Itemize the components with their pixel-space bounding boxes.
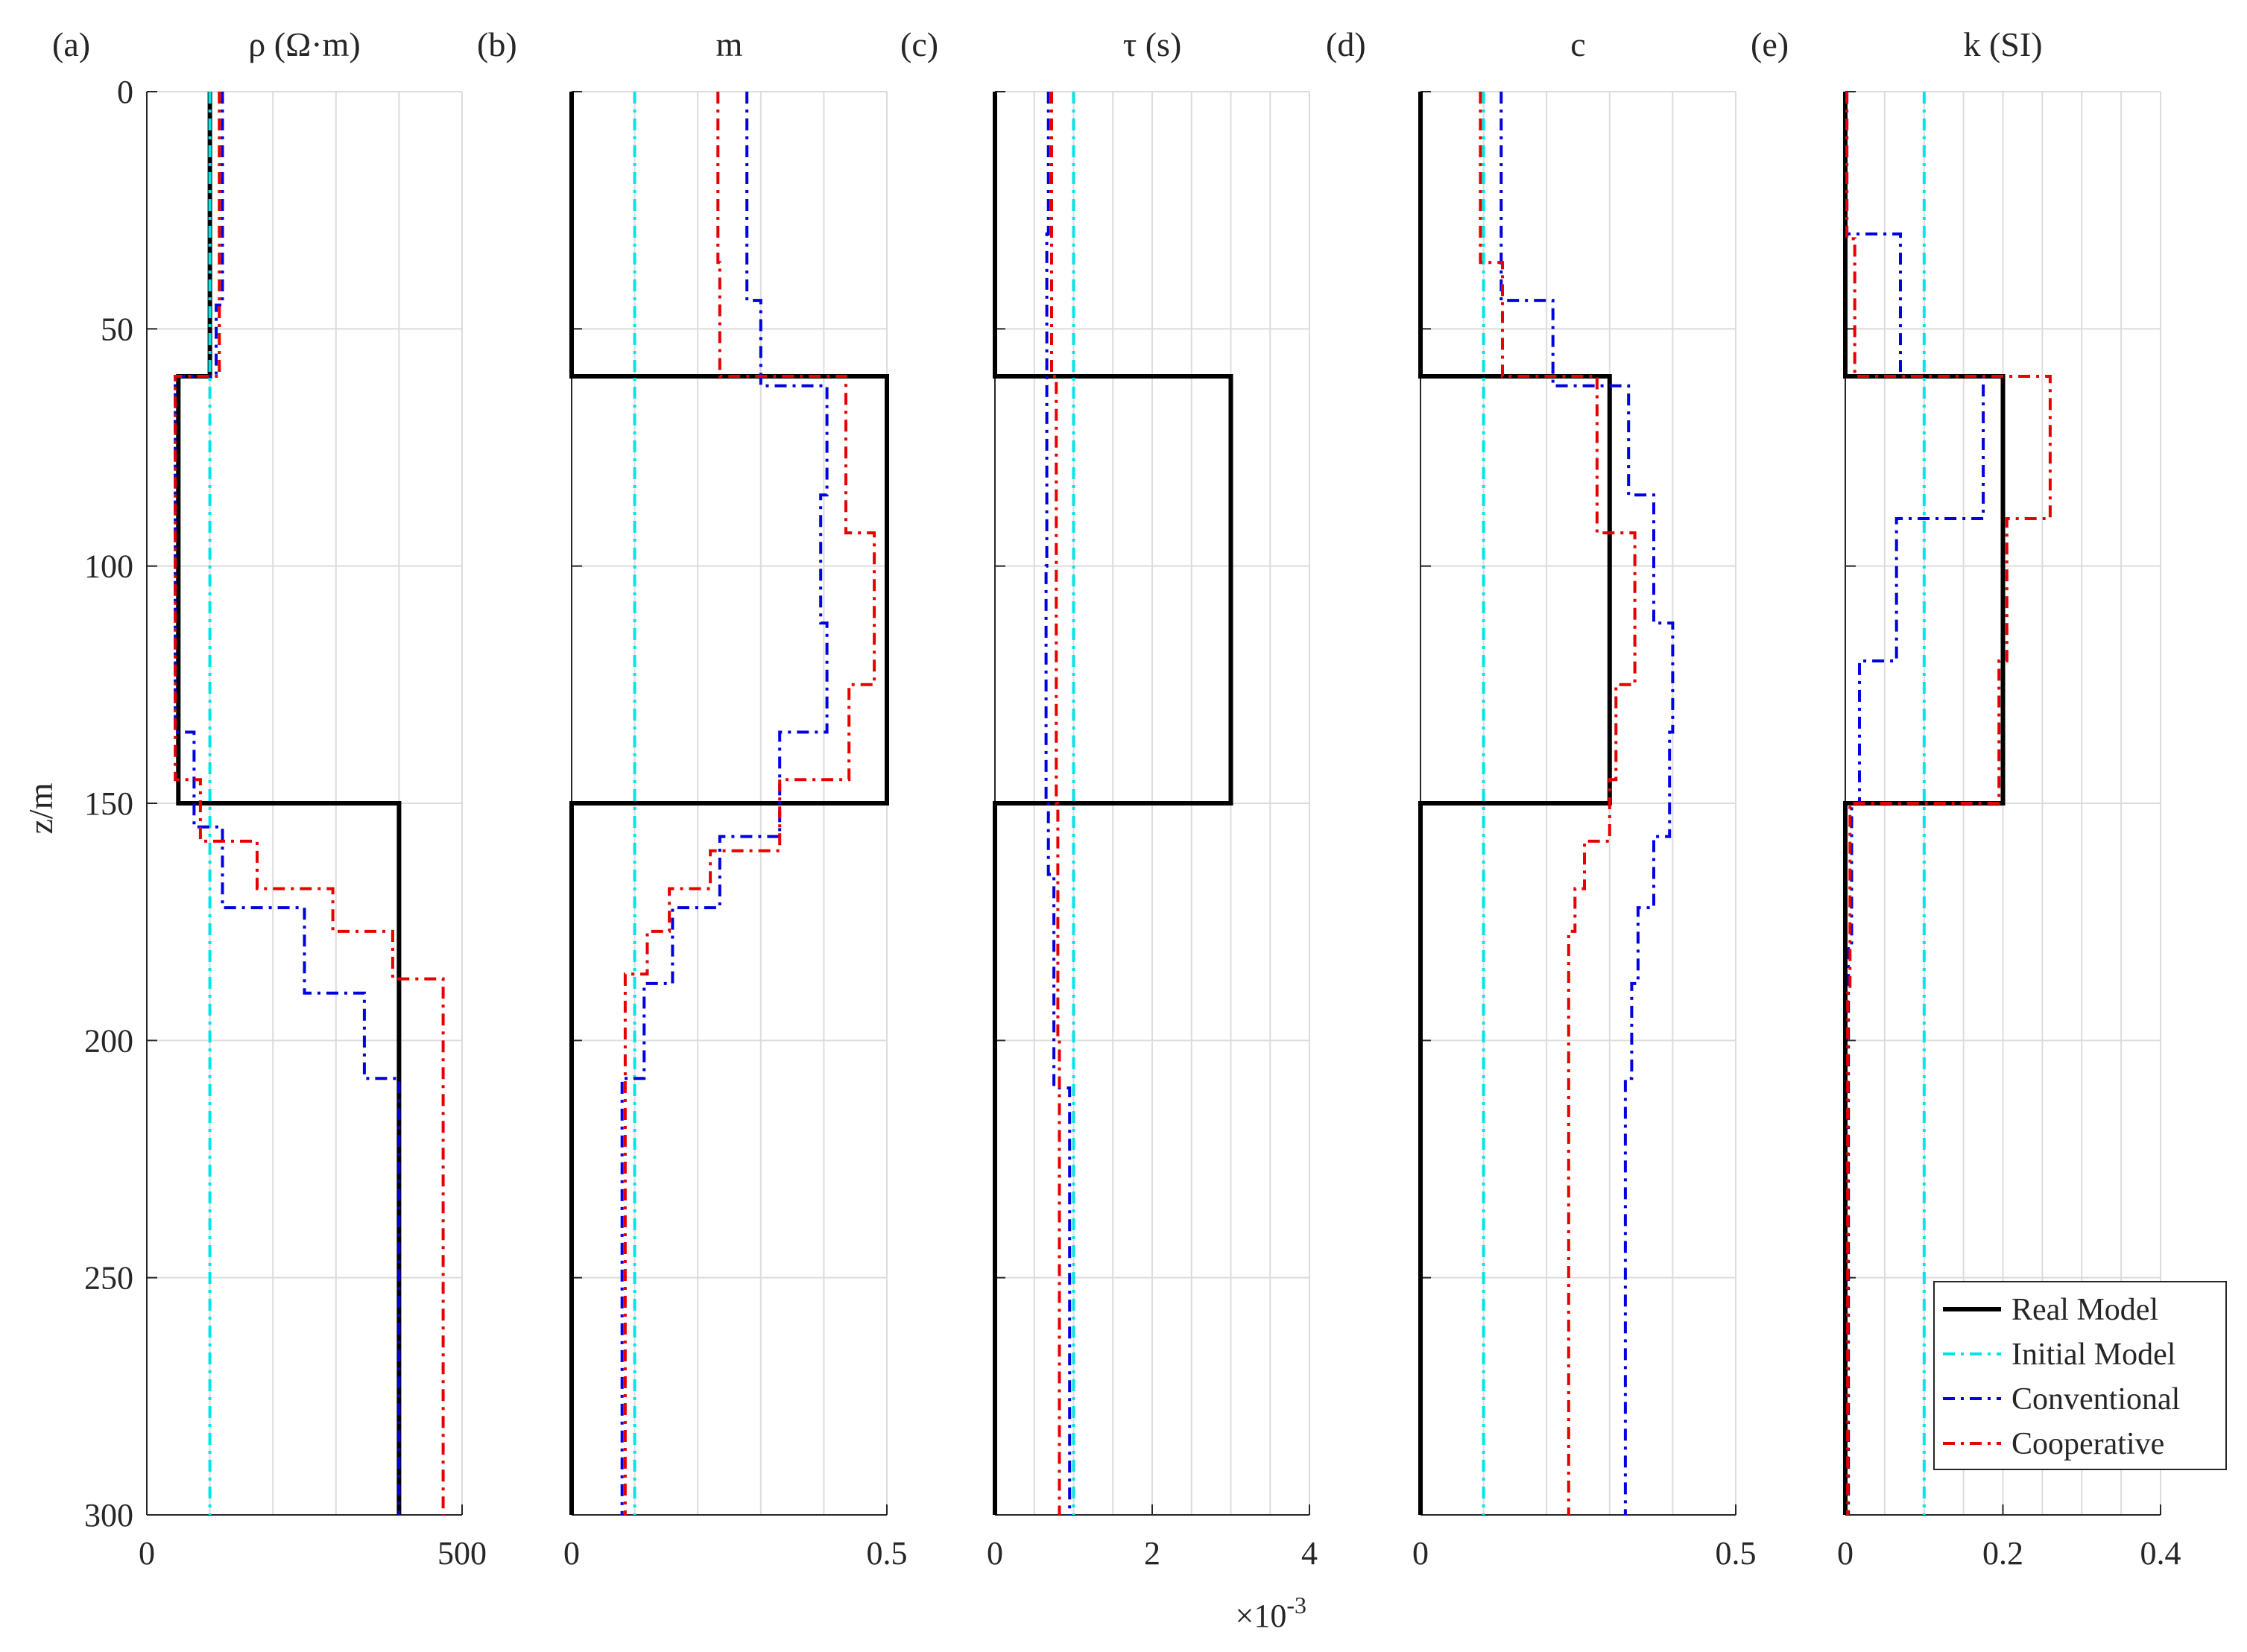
panel-label: (a)	[52, 25, 90, 63]
x-tick-label: 0	[563, 1535, 580, 1572]
panel-2: 0 0.5 (b) m	[477, 25, 908, 1572]
x-tick-label: 0.2	[1982, 1535, 2023, 1572]
series-real	[1418, 92, 1612, 1515]
panel-4: 0 0.5 (d) c	[1326, 25, 1757, 1572]
series-cooperative	[623, 92, 876, 1515]
x-tick-label: 0	[1837, 1535, 1853, 1572]
panel-label: (c)	[900, 25, 938, 63]
series-cooperative	[174, 92, 445, 1515]
y-axis-label: z/m	[22, 782, 60, 834]
panel-title: ρ (Ω·m)	[248, 25, 360, 63]
legend-entry-conventional: Conventional	[2011, 1382, 2180, 1417]
y-tick-label: 150	[84, 785, 133, 822]
series-conventional	[1845, 92, 1985, 1515]
legend-entry-cooperative: Cooperative	[2011, 1427, 2164, 1461]
x-tick-label: 0	[1412, 1535, 1429, 1572]
panel-label: (b)	[477, 25, 517, 63]
y-tick-label: 100	[84, 548, 133, 585]
y-tick-label: 0	[117, 74, 133, 110]
panel-5: 0 0.2 0.4 (e) k (SI)	[1751, 25, 2181, 1572]
x-tick-label: 2	[1144, 1535, 1160, 1572]
panel-label: (d)	[1326, 25, 1366, 63]
series-conventional	[1044, 92, 1072, 1515]
panel-title: τ (s)	[1123, 25, 1182, 63]
series-real	[1843, 92, 2006, 1515]
y-tick-label: 50	[101, 311, 133, 347]
y-tick-label: 300	[84, 1497, 133, 1534]
panel-3: 0 2 4×10-3(c) τ (s)	[900, 25, 1318, 1634]
series-conventional	[174, 92, 401, 1515]
panel-label: (e)	[1751, 25, 1789, 63]
panel-title: c	[1570, 25, 1585, 63]
series-cooperative	[1050, 92, 1061, 1515]
x-tick-label: 4	[1301, 1535, 1318, 1572]
series-real	[993, 92, 1233, 1515]
legend: Real Model Initial Model Conventional Coope…	[1933, 1281, 2227, 1470]
x-tick-label: 500	[437, 1535, 487, 1572]
y-tick-label: 200	[84, 1022, 133, 1059]
x-tick-label: 0	[139, 1535, 155, 1572]
panel-title: m	[716, 25, 743, 63]
series-conventional	[1499, 92, 1675, 1515]
x-tick-label: 0	[987, 1535, 1003, 1572]
series-cooperative	[1479, 92, 1637, 1515]
legend-entry-real: Real Model	[2011, 1293, 2158, 1327]
series-conventional	[620, 92, 829, 1515]
series-real	[176, 92, 402, 1515]
x-tick-label: 0.4	[2140, 1535, 2181, 1572]
series-real	[569, 92, 889, 1515]
x-tick-label: 0.5	[867, 1535, 908, 1572]
legend-entry-initial: Initial Model	[2011, 1338, 2175, 1372]
y-tick-label: 250	[84, 1260, 133, 1297]
legend-box	[1933, 1281, 2227, 1470]
panel-title: k (SI)	[1963, 25, 2042, 63]
x-tick-label: 0.5	[1716, 1535, 1757, 1572]
series-cooperative	[1845, 92, 2052, 1515]
